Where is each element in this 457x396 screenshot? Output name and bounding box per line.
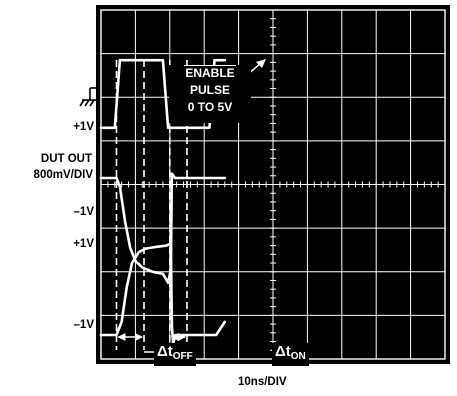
channel-scale-label: 800mV/DIV xyxy=(33,169,93,181)
delta-t-off-sub: OFF xyxy=(172,351,193,362)
axis-label-minus1v-bottom: –1V xyxy=(73,319,94,331)
delta-t-on-label: ΔtON xyxy=(272,343,309,366)
trace-2 xyxy=(99,172,227,285)
annotation-line-2: PULSE xyxy=(189,83,230,97)
axis-label-minus1v-mid: –1V xyxy=(73,206,94,218)
arrowhead-off-right xyxy=(135,333,143,341)
axis-label-plus1v-top: +1V xyxy=(73,121,94,133)
trace-3 xyxy=(99,242,227,346)
axis-label-plus1v-bottom: +1V xyxy=(73,238,94,250)
arrowhead-on-right xyxy=(178,333,186,341)
graticule xyxy=(100,9,446,360)
ground-symbol-icon xyxy=(79,87,100,107)
annotation-line-1: ENABLE xyxy=(184,65,236,80)
delta-t-off-label: ΔtOFF xyxy=(154,343,196,366)
delta-t-off-prefix: Δt xyxy=(157,343,173,360)
delta-t-on-prefix: Δt xyxy=(275,343,291,360)
enable-pulse-annotation: ENABLE PULSE 0 TO 5V xyxy=(169,65,251,123)
x-axis-label: 10ns/DIV xyxy=(238,376,287,388)
annotation-line-3: 0 TO 5V xyxy=(187,100,233,114)
channel-name-label: DUT OUT xyxy=(40,153,92,165)
arrowhead-on-left xyxy=(170,333,179,341)
delta-t-on-sub: ON xyxy=(290,351,306,362)
arrowhead-off-left xyxy=(117,333,126,341)
